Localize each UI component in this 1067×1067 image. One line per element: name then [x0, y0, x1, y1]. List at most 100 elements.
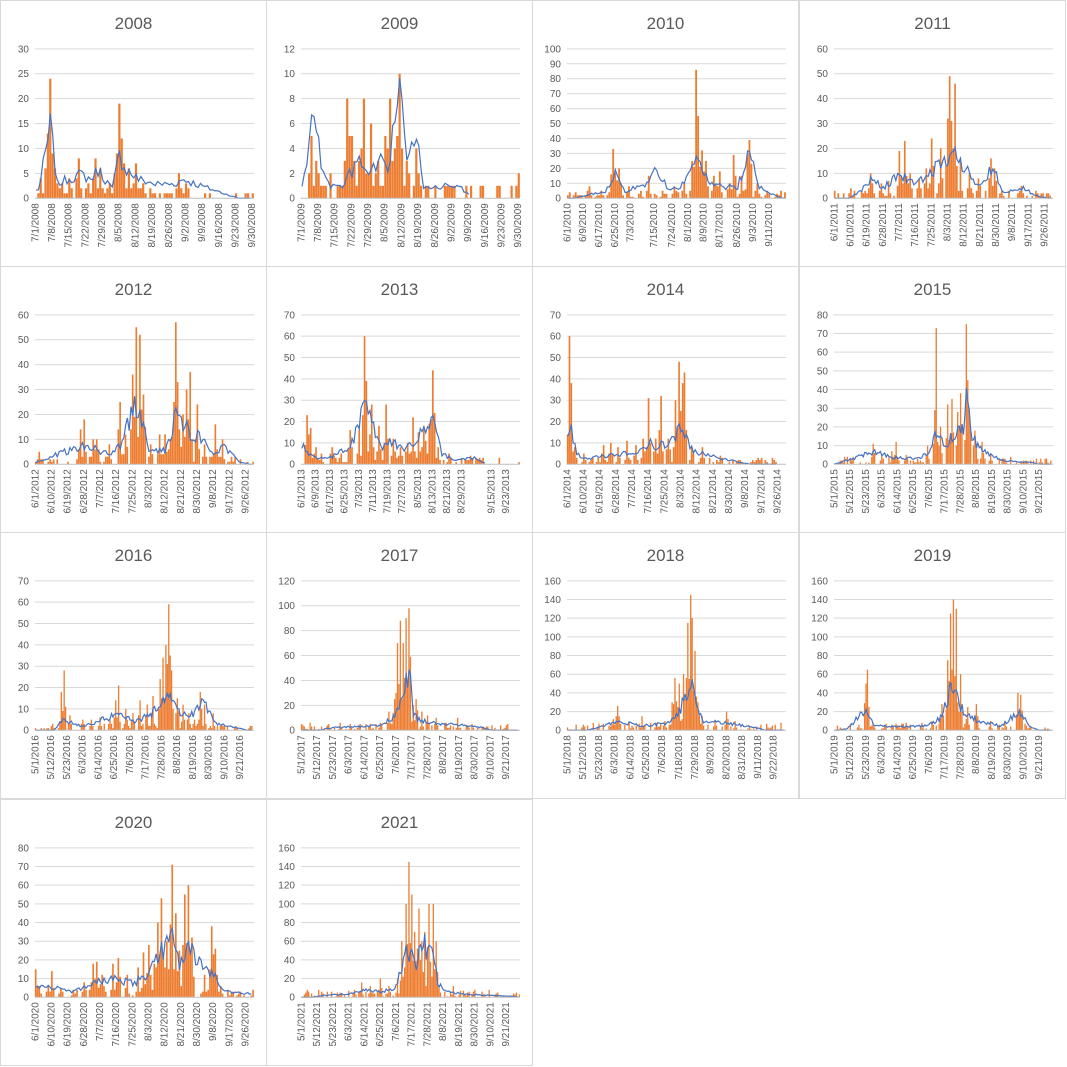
bar [333, 727, 336, 731]
x-tick-label: 6/1/2020 [30, 1002, 41, 1041]
bar [676, 427, 679, 465]
bar [216, 974, 218, 998]
bar [386, 993, 389, 998]
y-tick-label: 100 [278, 899, 295, 910]
bar [133, 416, 136, 465]
bar [445, 722, 447, 731]
x-tick-label: 5/23/2018 [594, 735, 605, 780]
bar [961, 711, 963, 731]
bar [57, 728, 60, 731]
bar [343, 160, 346, 199]
bar [683, 183, 686, 199]
bar [405, 903, 407, 998]
bar [425, 721, 427, 731]
bar [979, 458, 982, 465]
bar [426, 453, 429, 465]
bar [1017, 193, 1019, 199]
bar [203, 974, 206, 998]
bar [252, 989, 254, 998]
bar [368, 993, 370, 998]
y-tick-label: 30 [550, 149, 562, 160]
bar [115, 153, 119, 199]
y-tick-label: 30 [18, 385, 30, 396]
bar [88, 456, 91, 465]
bar [310, 135, 313, 199]
bar [444, 722, 446, 731]
bar [1041, 462, 1043, 465]
y-tick-label: 40 [18, 918, 30, 929]
bar [205, 723, 207, 731]
bar [179, 728, 181, 731]
bar [649, 193, 652, 199]
chart-panel-2014: 2014 0 10 20 30 40 50 60 70 6/1/2014 6/10/2014 6/19… [532, 266, 799, 533]
bar [481, 726, 483, 731]
bar [580, 195, 583, 199]
bar [203, 444, 206, 465]
bar [685, 430, 688, 465]
bar [185, 943, 188, 998]
x-tick-label: 8/3/2011 [943, 203, 954, 241]
bar [89, 725, 91, 731]
bar [449, 457, 452, 465]
x-tick-label: 8/30/2019 [1003, 735, 1014, 780]
y-tick-label: 40 [284, 676, 296, 687]
bar [884, 195, 886, 199]
bar [665, 449, 668, 465]
bar [442, 459, 445, 465]
bar [658, 726, 660, 731]
y-tick-label: 0 [822, 460, 828, 471]
x-tick-label: 6/19/2012 [63, 469, 74, 514]
bar [1030, 726, 1032, 731]
bar [338, 185, 342, 199]
bar [636, 459, 639, 465]
bar [437, 447, 440, 465]
bar [1005, 726, 1008, 731]
bar [624, 724, 626, 731]
bar [914, 462, 916, 465]
chart-panel-2008: 2008 0 5 10 15 20 25 30 7/1/2008 7/8/2008 7/15/200… [0, 0, 267, 267]
bar [566, 727, 569, 731]
bar [472, 991, 475, 998]
bar [888, 456, 890, 465]
x-tick-label: 8/3/2012 [144, 469, 155, 508]
bar [333, 455, 335, 465]
bar [189, 723, 191, 731]
bar [752, 196, 755, 199]
bar [871, 725, 873, 731]
bar [602, 195, 605, 199]
series-line [301, 78, 470, 195]
bar [313, 995, 316, 998]
bar [961, 426, 963, 465]
bar [207, 989, 209, 998]
y-tick-label: 20 [817, 707, 829, 718]
bar [368, 726, 370, 731]
x-tick-label: 6/3/2021 [344, 1002, 355, 1041]
bar [116, 717, 118, 731]
bar [951, 669, 953, 731]
bar [680, 720, 682, 731]
bar [49, 459, 51, 465]
bar [353, 160, 356, 199]
bar [47, 986, 50, 998]
bar [236, 995, 238, 998]
bar [379, 449, 382, 465]
bar [932, 724, 935, 731]
bar [439, 459, 441, 465]
bar [415, 960, 417, 998]
bar [955, 608, 957, 731]
bar [446, 727, 449, 731]
bar [869, 726, 872, 731]
series-line [35, 926, 252, 996]
x-tick-label: 9/10/2019 [1018, 735, 1029, 780]
y-tick-label: 12 [284, 44, 296, 55]
bar [632, 196, 634, 199]
bar [842, 462, 844, 465]
x-tick-label: 8/26/2010 [732, 203, 743, 248]
y-tick-label: 30 [18, 662, 30, 673]
bar [598, 195, 601, 199]
bar [872, 443, 874, 465]
bar [424, 185, 427, 199]
bar [60, 691, 62, 731]
bar [725, 711, 728, 731]
bar [417, 432, 420, 465]
